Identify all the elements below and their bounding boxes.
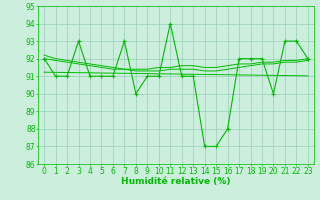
X-axis label: Humidité relative (%): Humidité relative (%) — [121, 177, 231, 186]
